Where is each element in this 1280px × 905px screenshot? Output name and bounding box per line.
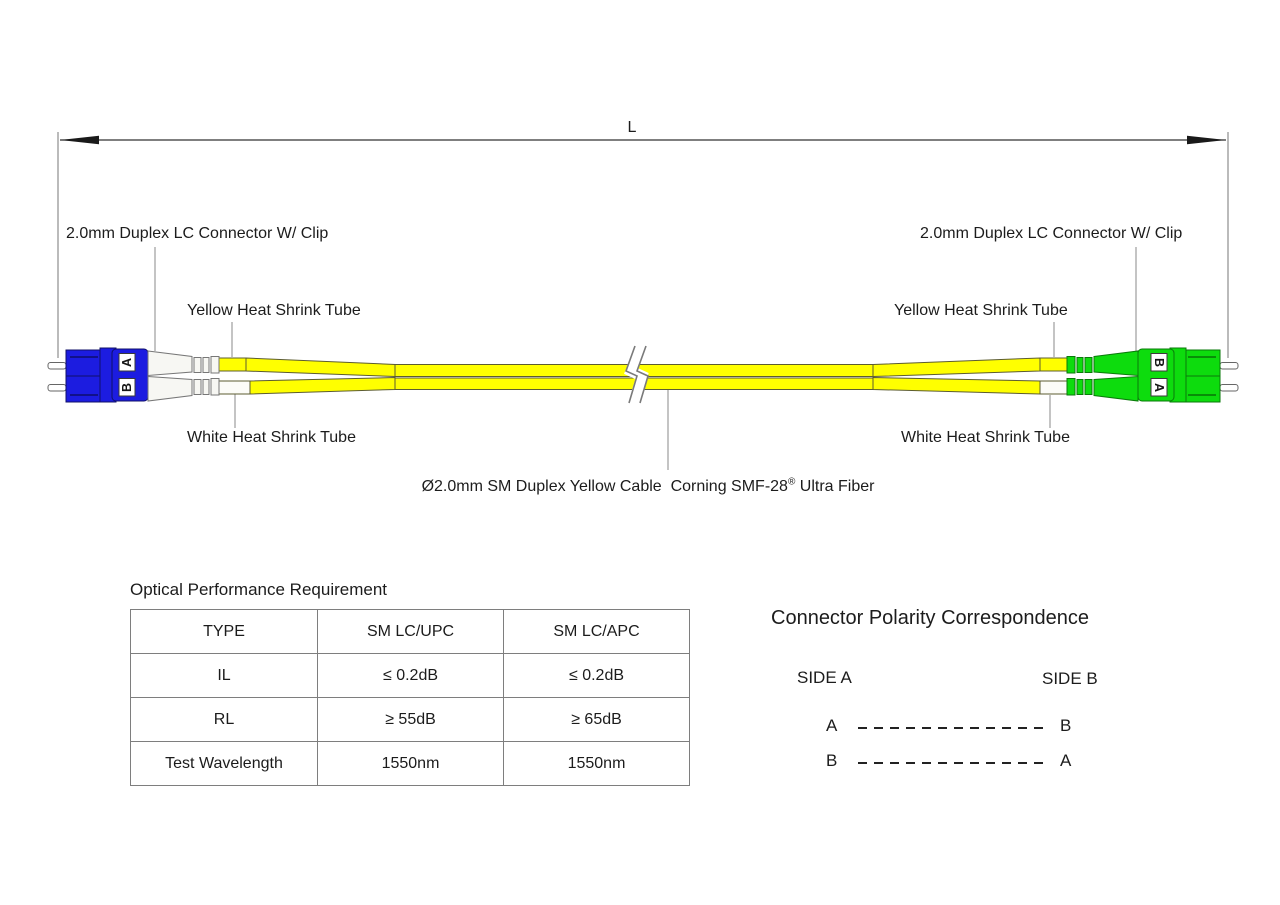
left-boot-top [147,350,193,377]
white-heat-shrink-left [217,380,251,395]
right-clip-label-box-top [1150,353,1168,372]
cell-rl-upc: ≥ 55dB [317,697,504,742]
dimension-arrow-left-icon [60,135,99,145]
left-clip-label-box-bottom [118,378,136,397]
cable-label: Ø2.0mm SM Duplex Yellow Cable Corning SM… [8,476,1280,496]
cell-rl-label: RL [130,697,318,742]
registered-mark-icon: ® [787,476,796,488]
right-crimp-top-2 [1076,357,1084,373]
polarity-row2-dashed-line [858,762,1050,764]
left-clip-letter-bottom: B [120,383,134,392]
cable-break-icon [624,345,649,404]
polarity-row1-dashed-line [858,727,1050,729]
table-row-il: IL ≤ 0.2dB ≤ 0.2dB [130,653,690,698]
yellow-heat-shrink-left [217,357,247,372]
left-crimp-top-2 [202,357,210,373]
right-boot-top [1093,350,1139,377]
cell-wavelength-label: Test Wavelength [130,741,318,786]
table-row-rl: RL ≥ 55dB ≥ 65dB [130,697,690,742]
right-white-tube-label: White Heat Shrink Tube [901,429,1070,446]
polarity-side-b: SIDE B [1042,669,1098,688]
cable-top-left [245,357,396,378]
right-ferrule-housing-top [1183,349,1221,377]
left-clip-letter-top: A [120,358,134,367]
header-sm-lc-apc: SM LC/APC [503,609,690,654]
cell-wavelength-apc: 1550nm [503,741,690,786]
cable-bottom-left [249,376,396,395]
left-white-tube-label: White Heat Shrink Tube [187,429,356,446]
polarity-row1-from: A [826,716,838,735]
right-connector: B A [1066,347,1239,403]
cell-il-apc: ≤ 0.2dB [503,653,690,698]
left-ferrule-pin-top [47,362,67,370]
leader-lines [154,247,1137,470]
left-crimp-top-3 [210,356,220,374]
dimension-label: L [627,119,637,136]
left-ferrule-pin-bottom [47,384,67,392]
table-header-row: TYPE SM LC/UPC SM LC/APC [130,609,690,654]
right-clip-letter-top: B [1152,358,1166,367]
right-crimp-bottom-2 [1076,379,1084,395]
left-connector-label: 2.0mm Duplex LC Connector W/ Clip [66,225,329,242]
cell-wavelength-upc: 1550nm [317,741,504,786]
cell-il-upc: ≤ 0.2dB [317,653,504,698]
cable-label-prefix: Ø2.0mm SM Duplex Yellow Cable Corning SM… [421,478,788,495]
left-yellow-tube-label: Yellow Heat Shrink Tube [187,302,361,319]
right-connector-label: 2.0mm Duplex LC Connector W/ Clip [920,225,1183,242]
table-row-wavelength: Test Wavelength 1550nm 1550nm [130,741,690,786]
cell-rl-apc: ≥ 65dB [503,697,690,742]
right-crimp-top-1 [1066,356,1076,374]
polarity-row1-to: B [1060,716,1072,735]
cable-top-right [872,357,1041,378]
dimension-lines [57,132,1229,358]
left-ferrule-housing-top [65,349,103,377]
left-crimp-bottom-1 [193,379,202,395]
cell-il-label: IL [130,653,318,698]
dimension-arrow-right-icon [1187,135,1226,145]
performance-table-title: Optical Performance Requirement [130,580,388,599]
left-crimp-bottom-2 [202,379,210,395]
polarity-title: Connector Polarity Correspondence [771,607,1089,629]
polarity-row2-to: A [1060,751,1072,770]
header-sm-lc-upc: SM LC/UPC [317,609,504,654]
right-crimp-top-3 [1084,357,1093,373]
yellow-heat-shrink-right [1039,357,1069,372]
polarity-row2-from: B [826,751,838,770]
cable-bottom-right [872,376,1041,395]
polarity-side-a: SIDE A [797,668,852,687]
right-clip-label-box-bottom [1150,378,1168,397]
right-clip-letter-bottom: A [1152,383,1166,392]
header-type: TYPE [130,609,318,654]
left-crimp-bottom-3 [210,378,220,396]
cable-label-suffix: Ultra Fiber [795,478,875,495]
left-ferrule-housing-bottom [65,375,103,403]
right-boot-bottom [1093,375,1139,402]
performance-table: TYPE SM LC/UPC SM LC/APC IL ≤ 0.2dB ≤ 0.… [130,609,690,786]
white-heat-shrink-right [1039,380,1069,395]
dimension-arrow-line [60,135,1226,145]
right-crimp-bottom-1 [1066,378,1076,396]
left-connector: A B [47,347,220,403]
left-clip-label-box-top [118,353,136,372]
left-boot-bottom [147,375,193,402]
right-ferrule-pin-bottom [1219,384,1239,392]
cable-assembly-drawing: A B [47,132,1239,470]
right-ferrule-pin-top [1219,362,1239,370]
right-ferrule-housing-bottom [1183,375,1221,403]
left-crimp-top-1 [193,357,202,373]
right-crimp-bottom-3 [1084,379,1093,395]
right-yellow-tube-label: Yellow Heat Shrink Tube [894,302,1068,319]
